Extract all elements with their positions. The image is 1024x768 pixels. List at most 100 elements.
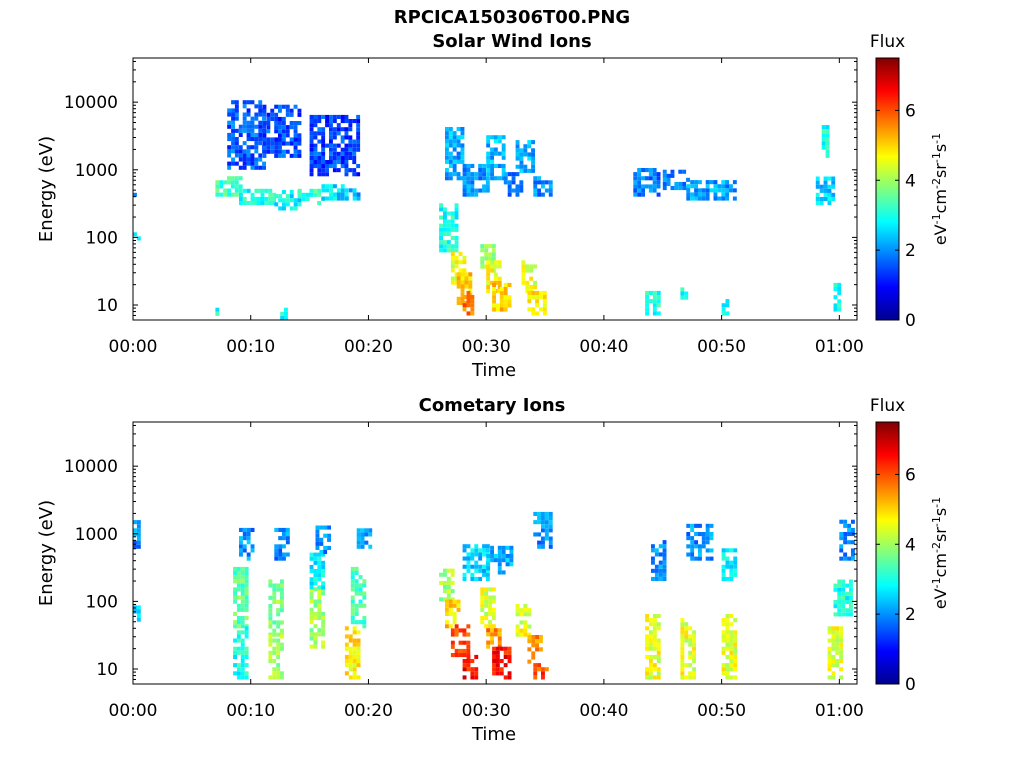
- heatmap-cell: [227, 180, 231, 185]
- heatmap-cell: [309, 591, 314, 596]
- heatmap-cell: [274, 552, 279, 557]
- heatmap-cell: [843, 519, 848, 524]
- heatmap-cell: [282, 532, 286, 537]
- heatmap-cell: [450, 248, 455, 253]
- heatmap-cell: [268, 654, 273, 659]
- heatmap-cell: [227, 145, 232, 150]
- heatmap-cell: [344, 671, 349, 676]
- x-tick-label: 00:10: [226, 337, 275, 357]
- heatmap-cell: [486, 135, 491, 140]
- heatmap-cell: [535, 635, 539, 640]
- heatmap-cell: [313, 123, 318, 128]
- heatmap-cell: [470, 659, 475, 664]
- heatmap-cell: [633, 176, 638, 181]
- heatmap-cell: [242, 196, 247, 201]
- heatmap-cell: [690, 548, 695, 553]
- heatmap-cell: [313, 644, 318, 649]
- heatmap-cell: [340, 114, 345, 119]
- heatmap-cell: [317, 192, 322, 197]
- heatmap-cell: [480, 616, 485, 621]
- heatmap-cell: [645, 634, 649, 639]
- heatmap-cell: [244, 607, 249, 612]
- heatmap-cell: [729, 654, 734, 659]
- heatmap-cell: [317, 569, 322, 574]
- heatmap-cell: [325, 114, 329, 119]
- heatmap-cell: [358, 599, 363, 604]
- heatmap-cell: [670, 186, 675, 191]
- heatmap-cell: [262, 137, 267, 142]
- heatmap-cell: [482, 168, 486, 173]
- heatmap-cell: [317, 632, 322, 637]
- heatmap-cell: [515, 632, 520, 637]
- heatmap-cell: [240, 671, 245, 676]
- heatmap-cell: [231, 145, 235, 150]
- heatmap-cell: [450, 219, 455, 224]
- heatmap-cell: [837, 587, 842, 592]
- heatmap-cell: [851, 527, 855, 532]
- heatmap-cell: [264, 201, 269, 206]
- heatmap-cell: [317, 151, 322, 156]
- heatmap-cell: [354, 611, 359, 616]
- heatmap-cell: [452, 163, 457, 168]
- heatmap-cell: [136, 236, 141, 241]
- heatmap-cell: [454, 624, 459, 629]
- heatmap-cell: [443, 240, 447, 245]
- heatmap-cell: [729, 564, 734, 569]
- heatmap-cell: [682, 186, 687, 191]
- heatmap-cell: [649, 290, 653, 295]
- heatmap-cell: [268, 595, 273, 600]
- heatmap-cell: [531, 152, 535, 157]
- heatmap-cell: [851, 540, 855, 545]
- heatmap-cell: [293, 133, 298, 138]
- y-tick-label: 10: [96, 296, 118, 316]
- heatmap-cell: [466, 188, 471, 193]
- heatmap-cell: [325, 119, 329, 124]
- heatmap-cell: [133, 528, 137, 533]
- heatmap-cell: [325, 188, 330, 193]
- heatmap-cell: [531, 290, 536, 295]
- heatmap-cell: [315, 533, 320, 538]
- heatmap-cell: [694, 532, 698, 537]
- heatmap-cell: [645, 626, 649, 631]
- heatmap-cell: [466, 659, 471, 664]
- heatmap-cell: [694, 180, 698, 185]
- heatmap-cell: [698, 544, 702, 549]
- heatmap-cell: [537, 176, 541, 181]
- heatmap-cell: [474, 675, 479, 680]
- heatmap-cell: [219, 192, 224, 197]
- heatmap-cell: [354, 566, 359, 571]
- heatmap-cell: [652, 654, 657, 659]
- heatmap-cell: [280, 620, 284, 625]
- heatmap-cell: [262, 161, 266, 166]
- heatmap-cell: [452, 172, 457, 177]
- heatmap-cell: [490, 264, 494, 269]
- heatmap-cell: [356, 536, 361, 541]
- heatmap-cell: [488, 252, 492, 257]
- heatmap-cell: [497, 566, 502, 571]
- heatmap-cell: [845, 583, 849, 588]
- heatmap-cell: [519, 180, 524, 185]
- heatmap-cell: [541, 184, 545, 189]
- heatmap-cell: [270, 149, 275, 154]
- heatmap-cell: [680, 667, 685, 672]
- heatmap-cell: [327, 537, 331, 542]
- x-tick-label: 00:40: [579, 701, 628, 721]
- heatmap-cell: [497, 562, 502, 567]
- heatmap-cell: [492, 295, 496, 300]
- heatmap-cell: [136, 540, 141, 545]
- heatmap-cell: [509, 545, 514, 550]
- heatmap-cell: [680, 634, 685, 639]
- heatmap-cell: [705, 556, 710, 561]
- heatmap-cell: [486, 260, 491, 265]
- heatmap-cell: [492, 659, 496, 664]
- heatmap-cell: [344, 642, 349, 647]
- heatmap-cell: [309, 172, 314, 177]
- heatmap-cell: [468, 284, 473, 289]
- heatmap-cell: [501, 554, 506, 559]
- heatmap-cell: [250, 132, 255, 137]
- heatmap-cell: [492, 303, 496, 308]
- heatmap-cell: [645, 290, 649, 295]
- heatmap-cell: [821, 141, 826, 146]
- heatmap-cell: [482, 548, 486, 553]
- heatmap-cell: [466, 180, 471, 185]
